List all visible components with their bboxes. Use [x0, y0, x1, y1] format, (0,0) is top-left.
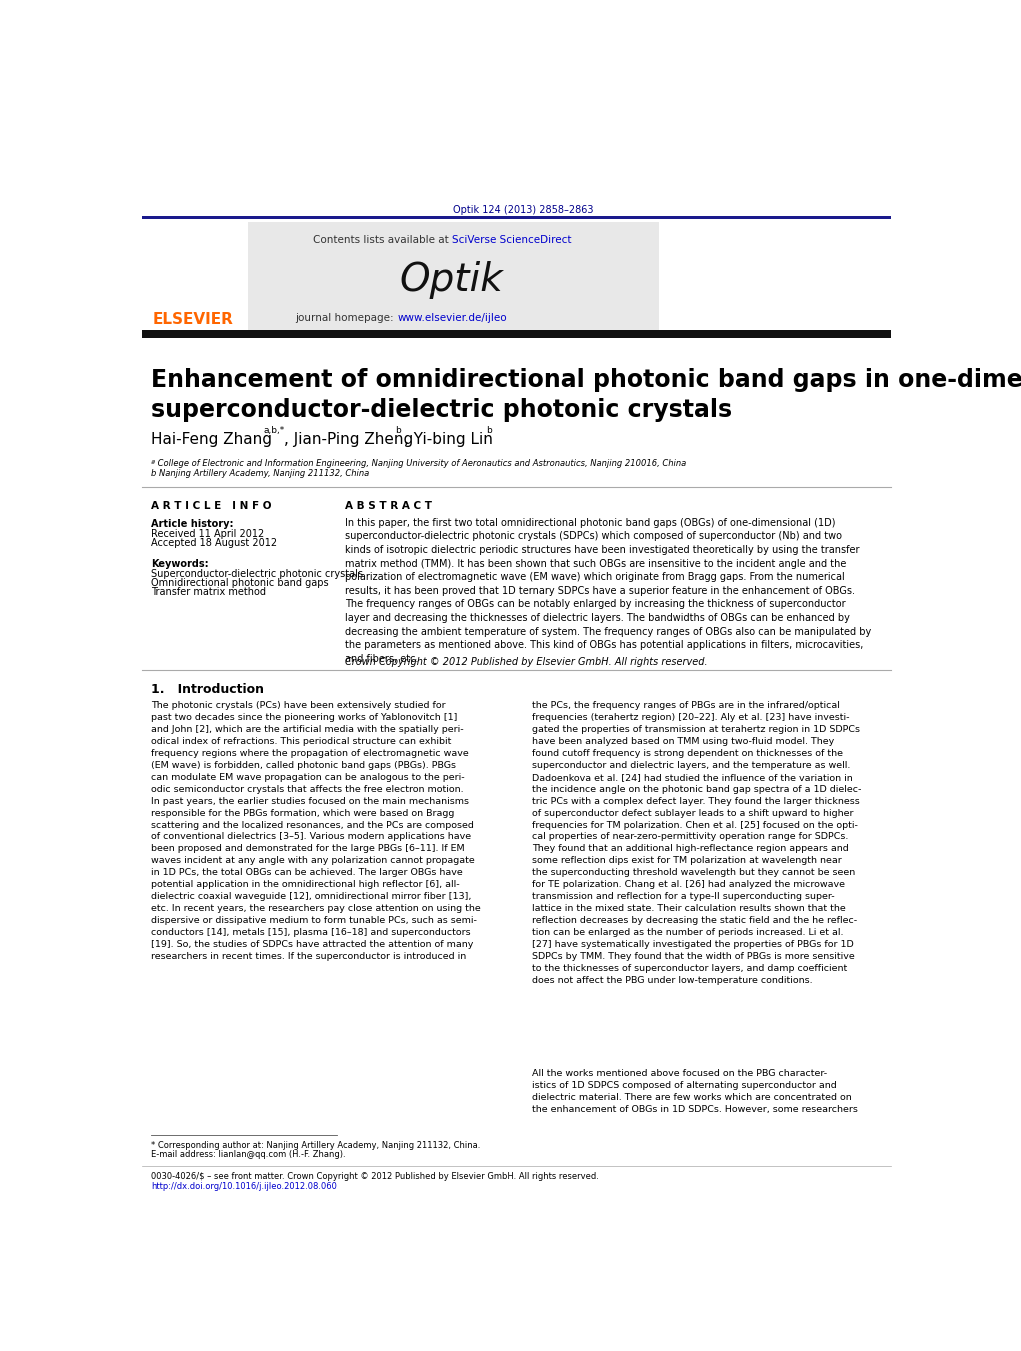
Text: E-mail address: lianlan@qq.com (H.-F. Zhang).: E-mail address: lianlan@qq.com (H.-F. Zh… [151, 1150, 345, 1159]
Text: * Corresponding author at: Nanjing Artillery Academy, Nanjing 211132, China.: * Corresponding author at: Nanjing Artil… [151, 1140, 480, 1150]
Bar [142, 331, 891, 338]
Text: Optik 124 (2013) 2858–2863: Optik 124 (2013) 2858–2863 [453, 205, 593, 215]
Text: Omnidirectional photonic band gaps: Omnidirectional photonic band gaps [151, 578, 329, 588]
Text: SciVerse ScienceDirect: SciVerse ScienceDirect [451, 235, 571, 245]
Text: a,b,*: a,b,* [263, 427, 285, 435]
Text: b: b [486, 427, 492, 435]
Text: In this paper, the first two total omnidirectional photonic band gaps (OBGs) of : In this paper, the first two total omnid… [345, 517, 871, 663]
Text: Article history:: Article history: [151, 519, 234, 530]
Text: Enhancement of omnidirectional photonic band gaps in one-dimensional ternary
sup: Enhancement of omnidirectional photonic … [151, 369, 1021, 422]
Text: Crown Copyright © 2012 Published by Elsevier GmbH. All rights reserved.: Crown Copyright © 2012 Published by Else… [345, 657, 708, 667]
Text: b Nanjing Artillery Academy, Nanjing 211132, China: b Nanjing Artillery Academy, Nanjing 211… [151, 469, 370, 478]
Text: , Yi-bing Lin: , Yi-bing Lin [404, 432, 493, 447]
Text: 1.   Introduction: 1. Introduction [151, 682, 263, 696]
Text: A B S T R A C T: A B S T R A C T [345, 501, 432, 511]
Text: Transfer matrix method: Transfer matrix method [151, 588, 265, 597]
Text: Accepted 18 August 2012: Accepted 18 August 2012 [151, 538, 277, 549]
Text: Keywords:: Keywords: [151, 559, 208, 569]
Text: Superconductor-dielectric photonic crystals: Superconductor-dielectric photonic cryst… [151, 569, 362, 578]
Text: ª College of Electronic and Information Engineering, Nanjing University of Aeron: ª College of Electronic and Information … [151, 459, 686, 469]
Text: All the works mentioned above focused on the PBG character-
istics of 1D SDPCS c: All the works mentioned above focused on… [532, 1069, 858, 1115]
Bar [142, 216, 891, 219]
Bar [248, 222, 659, 334]
Text: , Jian-Ping Zheng: , Jian-Ping Zheng [284, 432, 414, 447]
Text: journal homepage:: journal homepage: [295, 313, 397, 323]
Text: A R T I C L E   I N F O: A R T I C L E I N F O [151, 501, 272, 511]
Text: 0030-4026/$ – see front matter. Crown Copyright © 2012 Published by Elsevier Gmb: 0030-4026/$ – see front matter. Crown Co… [151, 1173, 598, 1181]
Text: Received 11 April 2012: Received 11 April 2012 [151, 528, 264, 539]
Text: Contents lists available at: Contents lists available at [312, 235, 451, 245]
Text: Hai-Feng Zhang: Hai-Feng Zhang [151, 432, 272, 447]
Text: http://dx.doi.org/10.1016/j.ijleo.2012.08.060: http://dx.doi.org/10.1016/j.ijleo.2012.0… [151, 1182, 337, 1190]
Text: ELSEVIER: ELSEVIER [153, 312, 234, 327]
Text: Optik: Optik [399, 261, 503, 299]
Text: The photonic crystals (PCs) have been extensively studied for
past two decades s: The photonic crystals (PCs) have been ex… [151, 701, 481, 961]
Text: b: b [395, 427, 401, 435]
Text: the PCs, the frequency ranges of PBGs are in the infrared/optical
frequencies (t: the PCs, the frequency ranges of PBGs ar… [532, 701, 862, 985]
Text: www.elsevier.de/ijleo: www.elsevier.de/ijleo [397, 313, 507, 323]
